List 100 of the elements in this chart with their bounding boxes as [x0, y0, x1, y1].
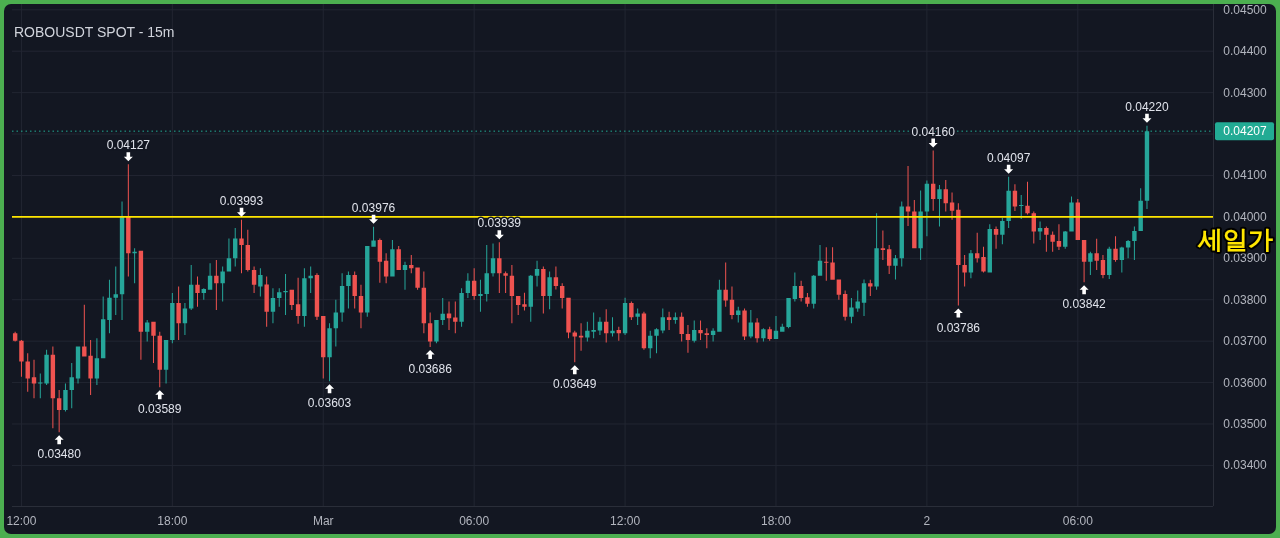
candlestick — [1069, 196, 1074, 232]
candlestick — [126, 164, 131, 277]
candlestick — [277, 288, 282, 307]
candlestick — [484, 245, 489, 302]
annotation: 0.03939 — [477, 216, 522, 231]
candlestick — [440, 298, 445, 325]
candlestick — [12, 331, 18, 342]
x-tick-label: Mar — [312, 514, 334, 528]
candlestick — [339, 273, 345, 322]
ref-line-label: 0.04207 — [1223, 124, 1268, 139]
candlestick — [874, 213, 879, 290]
y-tick-label: 0.04000 — [1223, 209, 1268, 224]
candlestick — [251, 266, 257, 294]
candlestick — [578, 323, 584, 351]
annotation: 0.04097 — [986, 150, 1031, 165]
candlestick — [182, 303, 188, 335]
candlestick — [1125, 240, 1131, 259]
candlestick — [849, 298, 854, 324]
candlestick — [893, 255, 898, 280]
x-tick-label: 12:00 — [6, 514, 37, 528]
x-tick-label: 2 — [923, 514, 931, 528]
candlestick — [761, 328, 766, 342]
candlestick — [465, 273, 471, 299]
candlestick — [528, 274, 533, 322]
candlestick — [1094, 238, 1099, 270]
candlestick — [509, 264, 515, 324]
candlestick — [44, 349, 49, 386]
candlestick — [1056, 224, 1062, 251]
candlestick — [566, 297, 571, 339]
y-tick-label: 0.04500 — [1223, 2, 1268, 17]
candlestick — [163, 339, 169, 384]
candlestick — [63, 383, 68, 412]
y-tick-label: 0.04300 — [1223, 85, 1268, 100]
candlestick — [283, 274, 288, 316]
candlestick — [119, 201, 125, 321]
annotation: 0.03993 — [219, 193, 264, 208]
candlestick — [547, 271, 552, 310]
candlestick — [1119, 246, 1125, 273]
candlestick — [402, 261, 408, 290]
candlestick — [604, 309, 609, 343]
candlestick — [314, 273, 320, 321]
candlestick — [144, 320, 150, 342]
candlestick — [88, 339, 93, 395]
candlestick — [685, 325, 691, 353]
candlestick — [780, 323, 785, 332]
candlestick — [1138, 188, 1143, 231]
candlestick — [1012, 184, 1018, 212]
candlestick — [930, 150, 936, 211]
candlestick — [1107, 246, 1112, 280]
ref-line-label: 세일가 — [1197, 224, 1273, 254]
annotation: 0.03686 — [408, 361, 453, 376]
candlestick — [207, 263, 213, 290]
candlestick — [390, 240, 395, 277]
candlestick — [729, 286, 735, 320]
candlestick — [100, 296, 106, 359]
candlestick — [534, 260, 540, 287]
candlestick — [1081, 240, 1087, 283]
candlestick — [949, 192, 955, 220]
candlestick — [767, 326, 772, 341]
candlestick — [515, 296, 521, 316]
candlestick — [773, 315, 779, 340]
candlestick — [327, 323, 332, 382]
candlestick — [453, 301, 458, 334]
candlestick — [723, 262, 728, 307]
candlestick — [616, 326, 621, 341]
annotation: 0.03976 — [351, 200, 396, 215]
candlestick — [69, 363, 74, 409]
candlestick — [641, 311, 647, 350]
annotation: 0.03589 — [138, 402, 182, 417]
candlestick — [905, 165, 911, 227]
candlestick — [811, 274, 816, 309]
candlestick — [717, 279, 722, 332]
candlestick — [1088, 251, 1093, 275]
candlestick — [692, 320, 697, 343]
candlestick — [490, 243, 496, 277]
candlestick — [19, 339, 24, 377]
candlestick — [1025, 181, 1030, 215]
y-tick-label: 0.03600 — [1223, 375, 1268, 390]
candlestick — [264, 276, 269, 327]
x-tick-label: 06:00 — [1062, 514, 1094, 528]
candlestick — [170, 293, 175, 344]
candlestick — [107, 279, 112, 334]
candlestick — [176, 286, 181, 340]
candlestick — [698, 320, 703, 340]
candlestick — [943, 180, 948, 212]
candlestick — [459, 288, 464, 327]
candlestick — [861, 279, 867, 316]
annotation: 0.03603 — [307, 396, 352, 411]
x-tick-label: 18:00 — [157, 514, 188, 528]
candlestick — [704, 328, 710, 349]
candlestick — [553, 266, 559, 290]
y-tick-label: 0.03500 — [1223, 416, 1268, 431]
candlestick — [824, 247, 829, 281]
candlestick — [226, 238, 232, 272]
candlestick — [352, 271, 357, 309]
candlestick — [56, 390, 62, 433]
candlestick — [1063, 230, 1068, 249]
candlestick — [1019, 194, 1024, 219]
candlestick — [302, 268, 307, 327]
candlestick — [333, 299, 339, 347]
